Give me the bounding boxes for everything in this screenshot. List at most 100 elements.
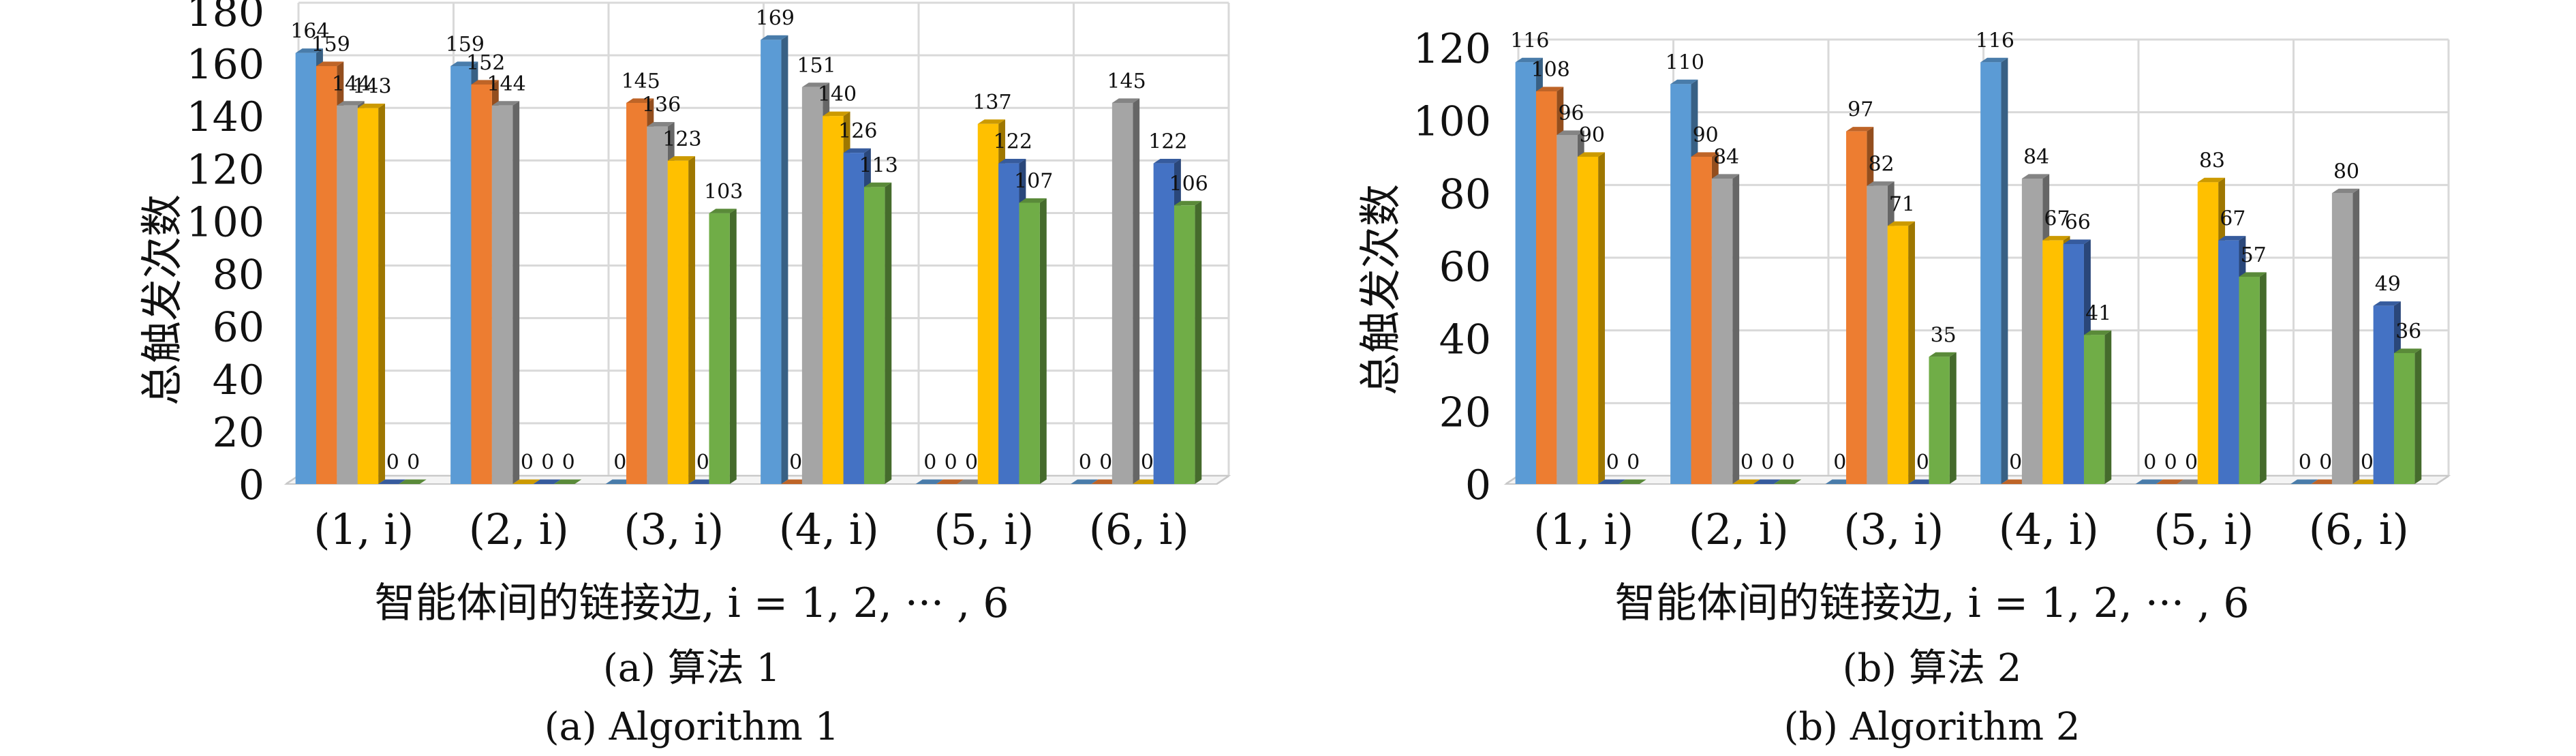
bar-front: [1515, 62, 1537, 485]
y-axis-label: 总触发次数: [137, 194, 187, 406]
bar-top: [709, 209, 737, 213]
bar-front: [1691, 157, 1712, 484]
bar: 0: [553, 451, 582, 484]
data-label: 126: [838, 119, 877, 143]
grid: [1503, 38, 2451, 485]
bar-front: [2373, 305, 2394, 484]
bar: 103: [704, 180, 743, 484]
data-label: 84: [2023, 145, 2049, 169]
bar: 0: [512, 451, 540, 484]
bar: 145: [1107, 70, 1146, 484]
bar-front: [1174, 205, 1195, 484]
y-tick-label: 0: [239, 462, 264, 509]
y-tick-label: 100: [186, 198, 264, 246]
bar: 90: [1577, 123, 1606, 484]
bar-front: [295, 52, 317, 484]
data-label: 103: [704, 180, 743, 204]
bar-top: [2156, 479, 2184, 484]
bar: 144: [487, 72, 526, 485]
data-label: 0: [2164, 451, 2177, 474]
data-label: 66: [2065, 211, 2091, 235]
bar: 0: [533, 451, 561, 484]
data-label: 0: [923, 451, 936, 474]
data-label: 35: [1931, 323, 1957, 347]
bar-top: [2331, 188, 2360, 194]
data-label: 36: [2395, 320, 2421, 344]
bar-side: [1598, 152, 1606, 484]
data-label: 0: [1741, 451, 1753, 474]
caption-en: (b) Algorithm 2: [1783, 705, 2081, 749]
data-label: 57: [2241, 243, 2267, 267]
bar-front: [2042, 240, 2064, 484]
data-label: 122: [1148, 130, 1187, 154]
y-tick-label: 60: [213, 304, 264, 352]
bar-side: [1195, 200, 1202, 484]
bar: 0: [1908, 451, 1936, 484]
bar: 0: [1732, 451, 1760, 484]
data-label: 0: [386, 451, 399, 474]
bar-front: [1019, 202, 1040, 484]
bar-front: [1670, 84, 1691, 485]
bar-top: [863, 182, 892, 187]
x-tick-label: (1, i): [1533, 504, 1634, 554]
grid: [283, 1, 1231, 485]
bar: 0: [1071, 451, 1099, 484]
data-label: 0: [1099, 451, 1112, 474]
bar: 0: [2001, 451, 2029, 484]
data-label: 0: [965, 451, 978, 474]
bar: 0: [605, 451, 633, 484]
bar-front: [1867, 185, 1888, 484]
data-label: 0: [613, 451, 626, 474]
bar-side: [2352, 188, 2360, 484]
bar: 57: [2239, 243, 2267, 484]
data-label: 83: [2199, 149, 2225, 172]
bar-front: [667, 160, 689, 484]
bar-front: [647, 126, 668, 485]
bar-top: [399, 479, 427, 484]
bar: 84: [1711, 145, 1739, 484]
y-tick-label: 160: [186, 41, 264, 89]
bar-front: [823, 116, 844, 484]
bar-top: [915, 479, 943, 484]
bar-top: [1071, 479, 1099, 484]
bar-top: [1133, 479, 1161, 484]
data-label: 0: [2143, 451, 2156, 474]
data-label: 136: [642, 93, 681, 117]
bar-front: [1111, 102, 1133, 484]
bar-top: [1536, 87, 1564, 91]
bar: 71: [1887, 192, 1916, 484]
data-label: 137: [972, 91, 1011, 115]
data-label: 0: [1079, 451, 1092, 474]
bar-top: [512, 479, 540, 484]
data-label: 0: [1782, 451, 1795, 474]
x-tick-label: (3, i): [624, 504, 724, 554]
data-label: 49: [2375, 273, 2401, 297]
bar-top: [1515, 57, 1543, 63]
x-axis-label: 智能体间的链接边, i = 1, 2, ··· , 6: [374, 579, 1009, 627]
bar: 0: [1619, 451, 1646, 484]
bar-top: [2311, 479, 2339, 484]
bar-front: [491, 105, 513, 485]
data-label: 80: [2333, 160, 2359, 183]
y-tick-label: 100: [1413, 98, 1491, 146]
bar: 0: [688, 451, 716, 484]
bar: 169: [756, 6, 795, 485]
bar-front: [709, 213, 730, 484]
bar-top: [1111, 98, 1140, 103]
data-label: 140: [818, 82, 857, 106]
bar-top: [2177, 479, 2205, 484]
bar: 116: [1976, 29, 2014, 485]
x-axis-label: 智能体间的链接边, i = 1, 2, ··· , 6: [1614, 579, 2250, 627]
data-label: 159: [311, 33, 350, 57]
data-label: 0: [1833, 451, 1846, 474]
data-label: 71: [1889, 192, 1915, 216]
data-label: 0: [407, 451, 420, 474]
data-label: 0: [696, 451, 709, 474]
data-label: 0: [1627, 451, 1640, 474]
bar-front: [2239, 277, 2260, 484]
y-tick-label: 20: [213, 409, 264, 457]
bar-top: [2197, 177, 2226, 183]
bar-front: [977, 123, 999, 485]
bar-top: [337, 101, 365, 106]
bar-top: [1887, 221, 1916, 226]
